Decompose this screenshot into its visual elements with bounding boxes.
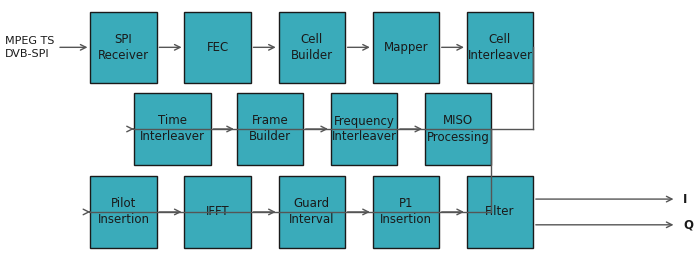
Text: Cell
Builder: Cell Builder (290, 33, 332, 62)
Text: Filter: Filter (485, 205, 514, 219)
FancyBboxPatch shape (134, 93, 211, 165)
FancyBboxPatch shape (372, 176, 439, 248)
Text: Guard
Interval: Guard Interval (289, 197, 335, 227)
Text: IFFT: IFFT (206, 205, 230, 219)
Text: I: I (683, 192, 687, 206)
Text: Time
Interleaver: Time Interleaver (140, 115, 204, 143)
Text: P1
Insertion: P1 Insertion (380, 197, 432, 227)
Text: FEC: FEC (206, 41, 229, 54)
FancyBboxPatch shape (184, 12, 251, 83)
Text: Cell
Interleaver: Cell Interleaver (468, 33, 533, 62)
FancyBboxPatch shape (184, 176, 251, 248)
Text: Frequency
Interleaver: Frequency Interleaver (331, 115, 396, 143)
Text: Pilot
Insertion: Pilot Insertion (97, 197, 149, 227)
FancyBboxPatch shape (237, 93, 303, 165)
FancyBboxPatch shape (90, 176, 157, 248)
FancyBboxPatch shape (279, 176, 345, 248)
FancyBboxPatch shape (331, 93, 397, 165)
Text: Mapper: Mapper (384, 41, 428, 54)
Text: MPEG TS
DVB-SPI: MPEG TS DVB-SPI (5, 36, 55, 59)
FancyBboxPatch shape (467, 176, 533, 248)
FancyBboxPatch shape (372, 12, 439, 83)
FancyBboxPatch shape (90, 12, 157, 83)
Text: Q: Q (683, 218, 693, 231)
FancyBboxPatch shape (425, 93, 491, 165)
Text: Frame
Builder: Frame Builder (248, 115, 291, 143)
Text: SPI
Receiver: SPI Receiver (98, 33, 149, 62)
FancyBboxPatch shape (279, 12, 345, 83)
Text: MISO
Processing: MISO Processing (426, 115, 489, 143)
FancyBboxPatch shape (467, 12, 533, 83)
